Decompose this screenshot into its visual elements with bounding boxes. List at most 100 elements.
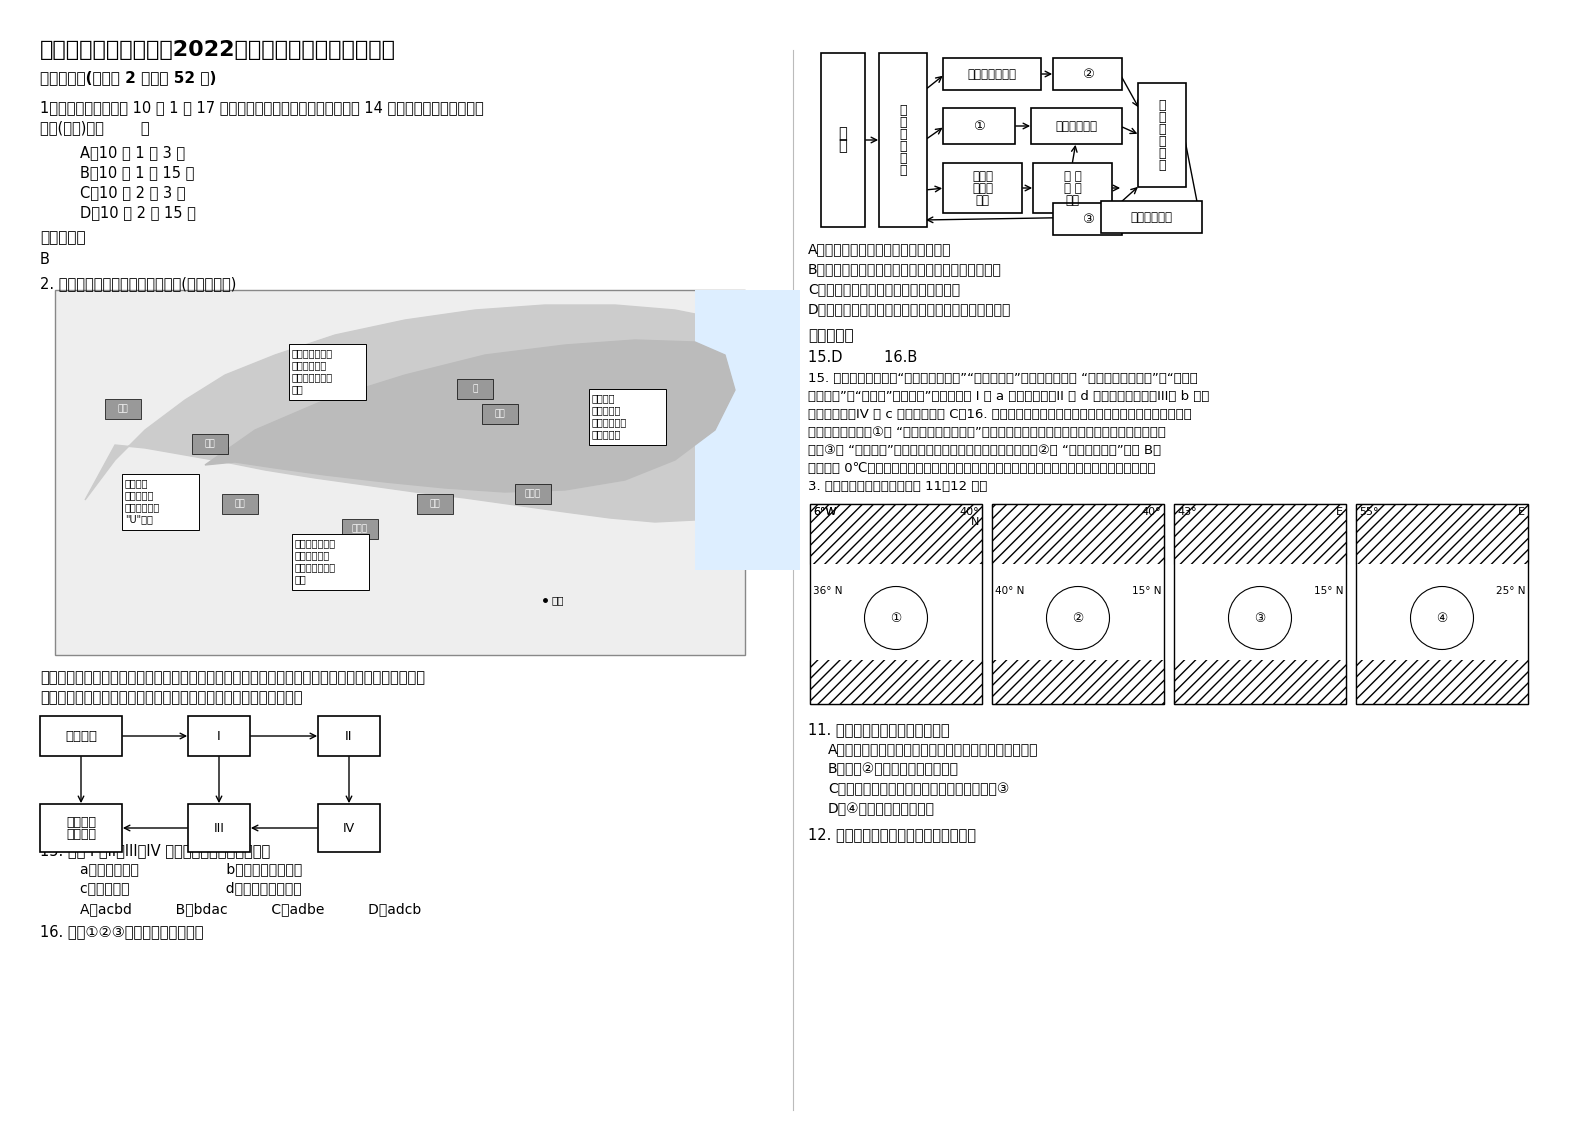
Text: I: I (217, 729, 221, 743)
FancyBboxPatch shape (1033, 163, 1112, 213)
FancyBboxPatch shape (1138, 83, 1185, 187)
Text: 15° N: 15° N (1132, 586, 1162, 596)
Bar (1174, 504, 1346, 703)
Bar (1174, 660, 1346, 703)
Text: 土: 土 (900, 103, 906, 117)
Text: 灸: 灸 (838, 127, 847, 141)
Bar (105, 399, 141, 419)
Text: A．10 月 1 日 3 时: A．10 月 1 日 3 时 (79, 145, 186, 160)
Text: E: E (1336, 507, 1343, 517)
Text: 6°W: 6°W (813, 507, 836, 517)
Bar (516, 484, 551, 504)
Text: B．地面蒸发的水量增多、气温变幅减小、降水增加: B．地面蒸发的水量增多、气温变幅减小、降水增加 (808, 263, 1001, 276)
Text: ①: ① (890, 611, 901, 625)
FancyBboxPatch shape (292, 534, 370, 590)
Text: 40° N: 40° N (995, 586, 1024, 596)
Text: D．地下水位上升、气温变幅变大、土壤表层盐分积累: D．地下水位上升、气温变幅变大、土壤表层盐分积累 (808, 302, 1011, 316)
Text: 致空气湿度增大，①为 “地面蒸发的水量增多”；蒸腾作用加强，可使空气湿度增大，导致降水量增: 致空气湿度增大，①为 “地面蒸发的水量增多”；蒸腾作用加强，可使空气湿度增大，导… (808, 426, 1166, 439)
Text: 降水增多: 降水增多 (67, 828, 95, 840)
Text: B．只有②海峡存在典型的密度流: B．只有②海峡存在典型的密度流 (828, 762, 959, 776)
Bar (343, 519, 378, 539)
Bar (1355, 504, 1528, 564)
Bar (695, 289, 800, 570)
Text: 山西省临汾市乡宁中学2022年高三地理联考试题含解析: 山西省临汾市乡宁中学2022年高三地理联考试题含解析 (40, 40, 397, 59)
Bar (222, 494, 259, 514)
Bar (992, 504, 1163, 564)
Polygon shape (86, 305, 786, 522)
Text: 堤坐、沙滩: 堤坐、沙滩 (592, 429, 622, 439)
Text: 发量增大”和“植物的”蒸腾加强”的结果。故 I 为 a 土壤水增多，II 为 d 植被覆盖率增大，III为 b 库区: 发量增大”和“植物的”蒸腾加强”的结果。故 I 为 a 土壤水增多，II 为 d… (808, 390, 1209, 403)
Text: 多冰川作用: 多冰川作用 (125, 490, 154, 500)
Bar (482, 404, 517, 424)
FancyBboxPatch shape (943, 108, 1016, 144)
Text: C．气温变幅减小、蒸发增强、降水增加: C．气温变幅减小、蒸发增强、降水增加 (808, 282, 960, 296)
Text: 2. 不同区域的主导性外力作用不同(以我国为例): 2. 不同区域的主导性外力作用不同(以我国为例) (40, 276, 236, 291)
FancyBboxPatch shape (289, 344, 367, 401)
Text: D．④海峡石油运输量巨大: D．④海峡石油运输量巨大 (828, 802, 935, 816)
Text: 43°: 43° (1178, 507, 1197, 517)
Text: 三角洲: 三角洲 (525, 489, 541, 498)
Bar (809, 660, 982, 703)
FancyBboxPatch shape (317, 804, 379, 852)
Bar (56, 289, 744, 655)
FancyBboxPatch shape (187, 716, 251, 756)
Bar (1174, 660, 1346, 703)
FancyBboxPatch shape (40, 716, 122, 756)
Text: C．日出时刻和正午太阳高度年变化最大的是③: C．日出时刻和正午太阳高度年变化最大的是③ (828, 782, 1009, 795)
Text: 年均气温 0℃以下地区有常年积雪分布，常年积雪下界称为雪线，雪线高度与气温和降水相关。: 年均气温 0℃以下地区有常年积雪分布，常年积雪下界称为雪线，雪线高度与气温和降水… (808, 462, 1155, 475)
FancyBboxPatch shape (122, 473, 198, 530)
Text: 瀑布: 瀑布 (430, 499, 440, 508)
Text: D．10 月 2 日 15 时: D．10 月 2 日 15 时 (79, 205, 195, 220)
Text: IV: IV (343, 821, 355, 835)
FancyBboxPatch shape (1032, 108, 1122, 144)
Bar (1355, 504, 1528, 703)
Text: 地貌: 地貌 (292, 384, 303, 394)
Bar (1174, 504, 1346, 564)
Text: a．土壤水增多                    b．库区蒸发量增大: a．土壤水增多 b．库区蒸发量增大 (79, 862, 302, 876)
Bar (809, 504, 982, 703)
Text: A．降水增加、大陆性增强、降水减少: A．降水增加、大陆性增强、降水减少 (808, 242, 952, 256)
Text: 湿润半湿润地区: 湿润半湿润地区 (295, 539, 336, 548)
Text: 55°: 55° (1358, 507, 1379, 517)
Text: E: E (1519, 507, 1525, 517)
Text: 海廤: 海廤 (495, 410, 505, 419)
Text: 参考答案：: 参考答案： (40, 230, 86, 245)
Text: II: II (346, 729, 352, 743)
Text: 北京: 北京 (552, 595, 565, 605)
FancyBboxPatch shape (943, 163, 1022, 213)
Bar (457, 379, 494, 399)
Text: 加强: 加强 (1065, 193, 1079, 206)
Text: 干旱半干旱地区: 干旱半干旱地区 (292, 348, 333, 358)
Text: 收: 收 (1159, 110, 1166, 123)
Text: 湿: 湿 (900, 128, 906, 140)
Text: A．四海峡全是大洲分界线，附近均无地跨两大洲的国家: A．四海峡全是大洲分界线，附近均无地跨两大洲的国家 (828, 742, 1038, 756)
Text: 蒸 腾: 蒸 腾 (1063, 169, 1081, 183)
Text: 高山地区: 高山地区 (125, 478, 149, 488)
Text: 被覆盖: 被覆盖 (971, 182, 993, 194)
Text: 作 用: 作 用 (1063, 182, 1081, 194)
Bar (192, 434, 229, 454)
Text: 3. 下面一组海峡示意图，回答 11～12 题。: 3. 下面一组海峡示意图，回答 11～12 题。 (808, 480, 987, 493)
FancyBboxPatch shape (1054, 203, 1122, 234)
Bar (1355, 504, 1528, 564)
Bar (1355, 660, 1528, 703)
Text: 40°: 40° (1141, 507, 1162, 517)
Text: 时间(区时)是（        ）: 时间(区时)是（ ） (40, 120, 149, 135)
Text: 40°: 40° (960, 507, 979, 517)
Text: 水库周围: 水库周围 (67, 816, 95, 828)
Bar (809, 504, 982, 564)
Text: ②: ② (1082, 67, 1093, 81)
Text: A．acbd          B．bdac          C．adbe          D．adcb: A．acbd B．bdac C．adbe D．adcb (79, 902, 421, 916)
Text: B: B (40, 252, 49, 267)
Text: ①: ① (973, 120, 986, 132)
Text: 加: 加 (1159, 158, 1166, 172)
Polygon shape (205, 340, 735, 493)
Text: 风力侵蚀、堆积: 风力侵蚀、堆积 (292, 373, 333, 381)
Bar (992, 504, 1163, 703)
Bar (1355, 660, 1528, 703)
FancyBboxPatch shape (1101, 201, 1201, 233)
Text: 流水作用为主: 流水作用为主 (295, 550, 330, 560)
Text: 溉: 溉 (838, 138, 847, 154)
Text: 流水侵蚀、堆积: 流水侵蚀、堆积 (295, 562, 336, 572)
Text: N: N (971, 517, 979, 527)
